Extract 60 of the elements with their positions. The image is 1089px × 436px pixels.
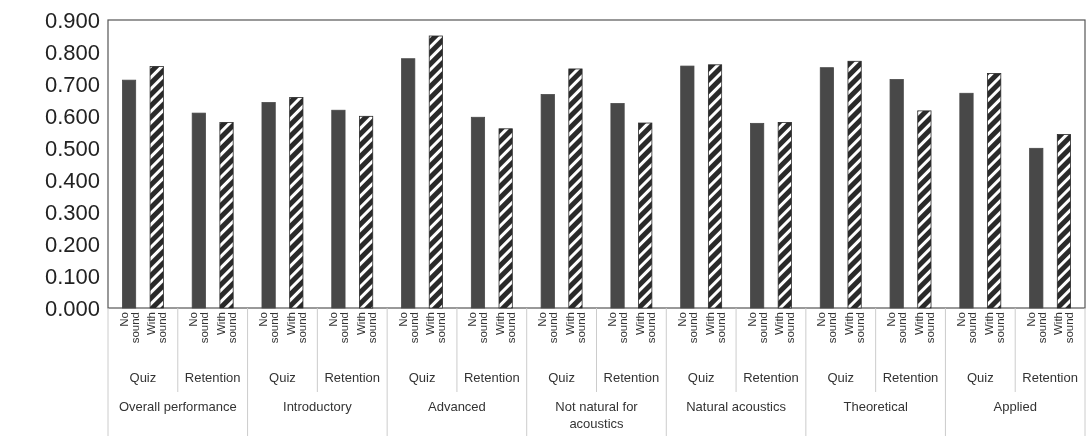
text: Overall performance [118, 399, 237, 414]
y-tick-label: 0.700 [44, 71, 100, 97]
x-tick-label: Quiz [269, 370, 296, 385]
bar [428, 35, 443, 309]
text: Applied [993, 399, 1037, 414]
bar [401, 58, 416, 309]
y-tick-label: 0.600 [44, 103, 100, 129]
bar [149, 66, 164, 309]
bar [261, 102, 276, 309]
bar [987, 73, 1002, 309]
x-tick-label: Retention [184, 370, 241, 385]
x-tick-label: Retention [463, 370, 520, 385]
x-tick-label: Retention [324, 370, 381, 385]
bar [331, 109, 346, 309]
bar [122, 79, 137, 309]
bar [1056, 134, 1071, 309]
bar [707, 64, 723, 309]
x-tick-label: Quiz [408, 370, 436, 385]
y-tick-label: 0.300 [44, 199, 100, 225]
bar [470, 116, 486, 309]
bar [1029, 147, 1044, 309]
bar [610, 103, 625, 309]
bar [540, 94, 555, 309]
bar [889, 79, 904, 309]
x-tick-label: Quiz [129, 370, 157, 385]
y-tick-label: 0.500 [44, 135, 100, 161]
bar [359, 115, 374, 309]
y-tick-label: 0.400 [44, 167, 100, 193]
y-tick-label: 0.800 [44, 39, 100, 65]
text: Not natural for acoustics [555, 399, 639, 431]
x-tick-label: Quiz [687, 370, 715, 385]
y-tick-label: 0.000 [44, 295, 100, 321]
bar [917, 110, 932, 309]
text: Advanced [428, 399, 486, 414]
y-tick-label: 0.200 [44, 231, 100, 257]
x-tick-label: Retention [603, 370, 660, 385]
bar [191, 112, 206, 309]
y-tick-label: 0.100 [44, 263, 100, 289]
bar [777, 122, 792, 309]
x-tick-label: Quiz [827, 370, 855, 385]
bar [750, 122, 765, 309]
bar [847, 60, 862, 309]
bar [959, 92, 974, 309]
bar [680, 65, 695, 309]
text: Theoretical [843, 399, 908, 414]
bar [568, 68, 583, 309]
bar [219, 122, 234, 309]
bar [289, 97, 304, 309]
bar [819, 67, 834, 309]
bar [498, 128, 513, 309]
x-tick-label: Retention [1022, 370, 1078, 385]
text: Introductory [283, 399, 353, 414]
x-tick-label: Retention [743, 370, 799, 385]
bar [638, 122, 653, 309]
x-tick-label: Retention [882, 370, 939, 385]
text: No sound [117, 312, 141, 344]
text: Natural acoustics [686, 399, 787, 414]
x-tick-label: Quiz [548, 370, 575, 385]
x-tick-label: Quiz [966, 370, 994, 385]
y-tick-label: 0.900 [44, 7, 100, 33]
